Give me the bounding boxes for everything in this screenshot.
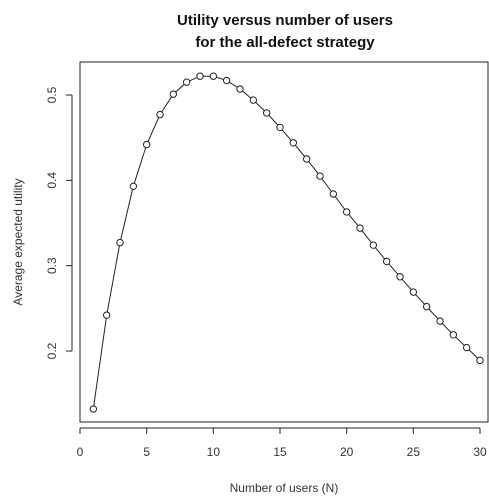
data-point xyxy=(156,110,164,119)
y-tick-label: 0.2 xyxy=(45,342,59,359)
data-point xyxy=(316,172,324,180)
data-point xyxy=(116,238,124,247)
data-point xyxy=(382,257,391,266)
x-tick-label: 30 xyxy=(473,445,487,459)
y-axis-label: Average expected utility xyxy=(11,178,25,305)
x-tick-label: 5 xyxy=(143,445,150,459)
data-point xyxy=(396,273,404,281)
data-point xyxy=(182,78,191,86)
data-point xyxy=(249,96,258,104)
x-tick-label: 20 xyxy=(340,445,354,459)
chart-title-line-1: Utility versus number of users xyxy=(177,12,393,29)
data-point xyxy=(196,72,204,80)
data-point xyxy=(276,123,284,132)
data-point xyxy=(169,90,178,98)
data-point xyxy=(142,140,151,149)
data-point xyxy=(102,311,111,319)
x-tick-label: 25 xyxy=(407,445,421,459)
x-axis: 0 5 10 15 20 25 30 xyxy=(77,427,487,459)
y-tick-label: 0.4 xyxy=(45,172,59,189)
x-tick-label: 15 xyxy=(273,445,287,459)
data-point xyxy=(436,317,444,325)
data-point xyxy=(422,302,431,311)
data-point xyxy=(329,190,338,198)
data-point xyxy=(262,109,271,117)
data-point xyxy=(302,155,311,163)
data-point xyxy=(209,72,218,80)
x-tick-label: 0 xyxy=(77,445,84,459)
data-point xyxy=(89,405,98,413)
data-point xyxy=(369,241,378,249)
data-point xyxy=(476,356,484,365)
data-point xyxy=(289,139,298,147)
data-point xyxy=(462,343,471,352)
data-points xyxy=(89,72,484,413)
data-point xyxy=(236,85,244,93)
data-point xyxy=(222,76,231,85)
data-point xyxy=(342,208,351,216)
x-axis-label: Number of users (N) xyxy=(230,481,339,495)
data-point xyxy=(409,288,418,296)
y-tick-label: 0.3 xyxy=(45,257,59,274)
data-point xyxy=(129,182,138,191)
data-point xyxy=(356,224,364,232)
series-line xyxy=(92,75,481,410)
chart-title-line-2: for the all-defect strategy xyxy=(195,34,375,51)
y-tick-label: 0.5 xyxy=(45,86,59,103)
data-point xyxy=(449,331,458,339)
x-tick-label: 10 xyxy=(207,445,221,459)
plot-frame xyxy=(79,61,489,423)
y-axis: 0.2 0.3 0.4 0.5 xyxy=(45,86,73,359)
